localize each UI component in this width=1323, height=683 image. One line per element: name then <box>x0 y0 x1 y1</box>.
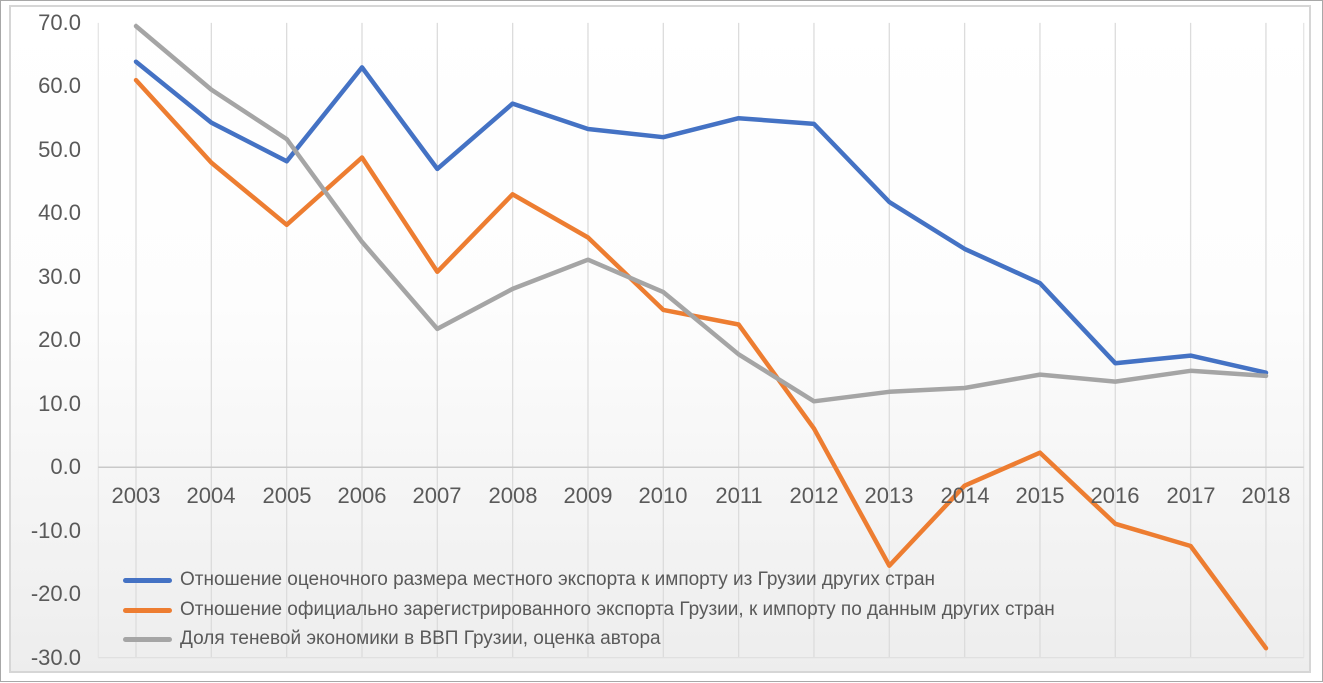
x-axis-label: 2012 <box>789 483 839 508</box>
x-axis-label: 2018 <box>1241 483 1291 508</box>
y-axis-label: 70.0 <box>38 10 81 35</box>
y-axis-label: 0.0 <box>50 454 81 479</box>
legend-swatch-icon <box>123 607 172 613</box>
legend-item: Отношение оценочного размера местного эк… <box>123 569 935 591</box>
x-axis-label: 2003 <box>111 483 161 508</box>
x-axis-label: 2016 <box>1090 483 1140 508</box>
x-axis-label: 2014 <box>940 483 990 508</box>
legend-item: Доля теневой экономики в ВВП Грузии, оце… <box>123 628 661 650</box>
y-axis-label: -30.0 <box>30 645 81 670</box>
x-axis-label: 2009 <box>563 483 613 508</box>
y-axis-label: -10.0 <box>30 518 81 543</box>
y-axis-label: 50.0 <box>38 137 81 162</box>
legend-swatch-icon <box>123 577 172 583</box>
y-axis-label: -20.0 <box>30 581 81 606</box>
legend-label: Доля теневой экономики в ВВП Грузии, оце… <box>180 628 661 649</box>
legend-label: Отношение оценочного размера местного эк… <box>180 569 935 590</box>
y-axis-label: 20.0 <box>38 327 81 352</box>
x-axis-label: 2010 <box>638 483 688 508</box>
legend-item: Отношение официально зарегистрированного… <box>123 599 1055 621</box>
legend-label: Отношение официально зарегистрированного… <box>180 599 1055 620</box>
x-axis-label: 2017 <box>1166 483 1216 508</box>
x-axis-label: 2006 <box>337 483 387 508</box>
legend-swatch-icon <box>123 636 172 642</box>
x-axis-label: 2004 <box>186 483 236 508</box>
x-axis-label: 2007 <box>412 483 462 508</box>
x-axis-label: 2005 <box>262 483 312 508</box>
x-axis-label: 2013 <box>864 483 914 508</box>
y-axis-label: 60.0 <box>38 73 81 98</box>
x-axis-label: 2015 <box>1015 483 1065 508</box>
x-axis-label: 2011 <box>715 483 763 508</box>
y-axis-label: 30.0 <box>38 264 81 289</box>
y-axis-label: 40.0 <box>38 200 81 225</box>
y-axis-label: 10.0 <box>38 391 81 416</box>
x-axis-label: 2008 <box>488 483 538 508</box>
